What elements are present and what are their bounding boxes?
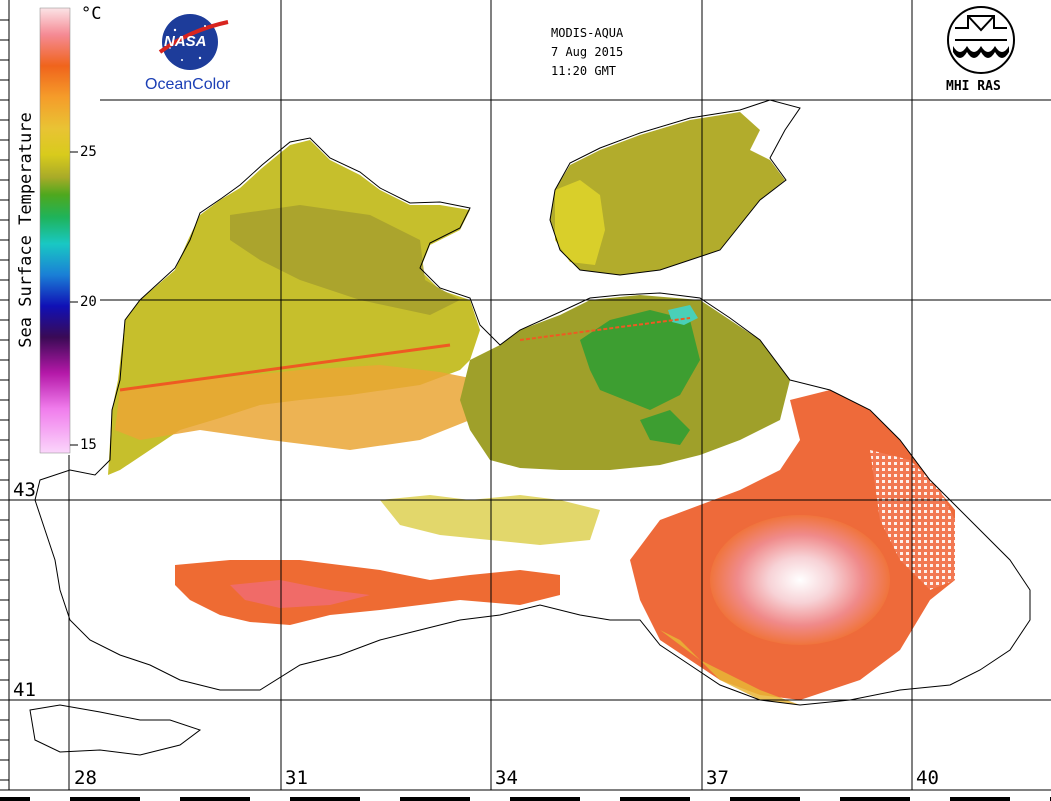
lon-label-34: 34 xyxy=(495,767,518,789)
sst-azov-west-yellow xyxy=(555,180,605,265)
sst-green-eddies xyxy=(580,310,700,445)
colorbar-tick-25: 25 xyxy=(80,144,97,160)
sst-azov-sea xyxy=(550,112,785,275)
colorbar-tick-15: 15 xyxy=(80,437,97,453)
lon-label-31: 31 xyxy=(285,767,308,789)
nasa-logo xyxy=(158,14,229,70)
left-ruler xyxy=(0,0,10,801)
sst-field xyxy=(108,112,955,705)
date-label: 7 Aug 2015 xyxy=(551,45,624,59)
lon-label-28: 28 xyxy=(74,767,97,789)
satellite-label: MODIS-AQUA xyxy=(551,26,624,40)
mhi-ras-label: MHI RAS xyxy=(946,79,1001,94)
sst-south-red-patch xyxy=(175,560,560,625)
colorbar-gradient xyxy=(39,7,71,454)
colorbar xyxy=(39,7,78,454)
colorbar-title: Sea Surface Temperature xyxy=(16,112,36,348)
coastline-azov xyxy=(549,99,801,276)
nasa-logo-text: NASA xyxy=(164,33,207,50)
oceancolor-label: OceanColor xyxy=(145,76,231,93)
sst-cloud-gap-central xyxy=(560,470,680,510)
bottom-ruler xyxy=(0,789,1051,801)
coastline xyxy=(29,99,1031,756)
sst-hot-core xyxy=(710,515,890,645)
colorbar-unit: °C xyxy=(81,4,102,24)
sst-nw-dark-area xyxy=(230,205,460,315)
lat-label-43: 43 xyxy=(13,479,36,501)
sst-east-yellow-edge xyxy=(640,620,800,705)
coastline-marmara xyxy=(29,704,202,756)
sst-west-orange-band xyxy=(115,365,480,450)
sst-yellow-south-strip xyxy=(380,495,600,545)
mhi-ras-logo xyxy=(947,6,1015,74)
sst-south-pink-core xyxy=(230,580,370,608)
lon-label-37: 37 xyxy=(706,767,729,789)
time-label: 11:20 GMT xyxy=(551,64,617,78)
coastline-main xyxy=(34,137,1031,706)
lat-label-41: 41 xyxy=(13,679,36,701)
lon-label-40: 40 xyxy=(916,767,939,789)
colorbar-tick-20: 20 xyxy=(80,294,97,310)
track-line-central xyxy=(519,317,691,341)
track-line-west xyxy=(119,343,451,392)
sst-cloud-gap-west xyxy=(150,440,330,500)
